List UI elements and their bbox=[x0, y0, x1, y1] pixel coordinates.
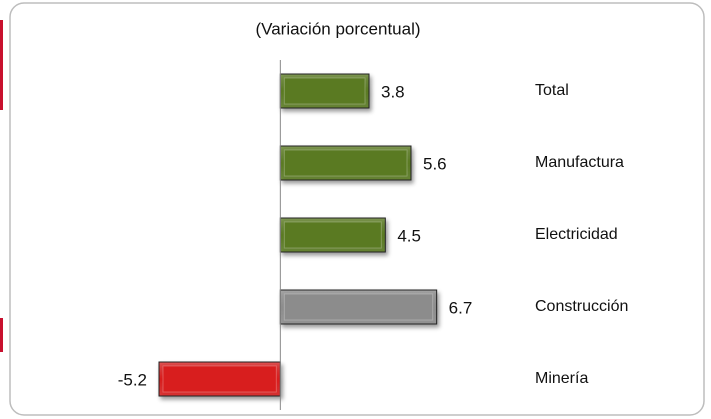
value-label: 6.7 bbox=[449, 298, 473, 317]
bar-bevel bbox=[162, 365, 277, 393]
category-label: Manufactura bbox=[535, 154, 624, 171]
bar-bevel bbox=[283, 221, 382, 249]
category-label: Minería bbox=[535, 370, 588, 387]
value-label: 3.8 bbox=[381, 82, 405, 101]
value-label: 4.5 bbox=[397, 226, 421, 245]
category-label: Total bbox=[535, 82, 569, 99]
edge-accent bbox=[0, 318, 3, 352]
bar-bevel bbox=[283, 149, 408, 177]
category-label: Electricidad bbox=[535, 226, 618, 243]
category-label: Construcción bbox=[535, 298, 628, 315]
chart-subtitle: (Variación porcentual) bbox=[255, 19, 420, 38]
value-label: -5.2 bbox=[118, 370, 147, 389]
frame bbox=[9, 2, 705, 416]
value-label: 5.6 bbox=[423, 154, 447, 173]
bar-bevel bbox=[283, 77, 366, 105]
edge-accent bbox=[0, 20, 3, 110]
bar-bevel bbox=[283, 293, 434, 321]
